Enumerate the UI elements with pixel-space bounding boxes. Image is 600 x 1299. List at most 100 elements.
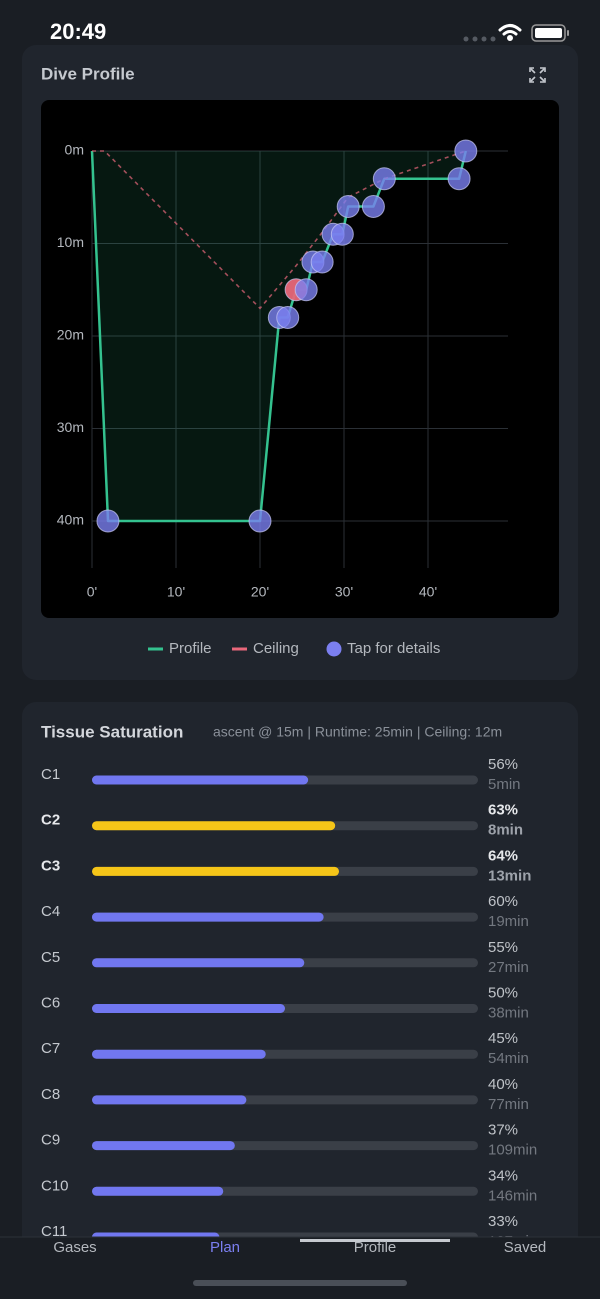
- saturation-label: 45%: [488, 1030, 518, 1047]
- tissue-card: [22, 702, 578, 1262]
- chart-area: [41, 100, 559, 618]
- profile-area: [92, 151, 466, 521]
- profile-point[interactable]: [294, 278, 318, 302]
- legend-swatch: [326, 641, 342, 657]
- expand-button[interactable]: [529, 67, 546, 83]
- status-dots: [463, 36, 496, 42]
- saturation-label: 40%: [488, 1076, 518, 1093]
- legend-label: Ceiling: [253, 640, 299, 657]
- compartment-label: C10: [41, 1177, 69, 1194]
- tissue-summary: ascent @ 15m | Runtime: 25min | Ceiling:…: [213, 724, 502, 740]
- saturation-bar: [92, 912, 324, 922]
- saturation-label: 33%: [488, 1213, 518, 1230]
- profile-point[interactable]: [447, 167, 471, 191]
- tissue-row: C2 63% 8min: [41, 802, 523, 839]
- compartment-label: C6: [41, 994, 60, 1011]
- card-title: Dive Profile: [41, 64, 135, 83]
- wifi-icon: [498, 24, 522, 41]
- half-time-label: 8min: [488, 822, 523, 839]
- x-tick-label: 10': [167, 584, 185, 600]
- saturation-bar: [92, 1141, 235, 1151]
- tissue-row: C4 60% 19min: [41, 893, 529, 930]
- x-tick-label: 30': [335, 584, 353, 600]
- tissue-row: C7 45% 54min: [41, 1030, 529, 1067]
- half-time-label: 27min: [488, 959, 529, 976]
- saturation-bar: [92, 958, 305, 968]
- profile-point[interactable]: [454, 139, 478, 163]
- compartment-label: C4: [41, 903, 60, 920]
- tab-label[interactable]: Plan: [210, 1239, 240, 1256]
- half-time-label: 19min: [488, 913, 529, 930]
- tab-label[interactable]: Saved: [504, 1239, 547, 1256]
- tissue-row: C1 56% 5min: [41, 756, 521, 793]
- y-tick-label: 10m: [57, 234, 84, 250]
- half-time-label: 146min: [488, 1187, 537, 1204]
- half-time-label: 5min: [488, 776, 521, 793]
- tab-indicator: [300, 1239, 450, 1242]
- y-tick-label: 30m: [57, 419, 84, 435]
- tissue-row: C9 37% 109min: [41, 1122, 537, 1159]
- profile-point[interactable]: [248, 509, 272, 533]
- y-tick-label: 0m: [65, 142, 84, 158]
- saturation-label: 50%: [488, 984, 518, 1001]
- x-tick-label: 0': [87, 584, 97, 600]
- profile-point[interactable]: [330, 222, 354, 246]
- legend-label: Tap for details: [347, 640, 440, 657]
- tab-label[interactable]: Gases: [53, 1239, 96, 1256]
- tabs: Gases Plan Profile Saved: [53, 1239, 546, 1256]
- profile-point[interactable]: [361, 195, 385, 218]
- saturation-label: 64%: [488, 847, 518, 864]
- y-tick-label: 20m: [57, 327, 84, 343]
- half-time-label: 77min: [488, 1096, 529, 1113]
- saturation-label: 55%: [488, 939, 518, 956]
- compartment-label: C5: [41, 949, 60, 966]
- tab-label[interactable]: Profile: [354, 1239, 397, 1256]
- x-tick-label: 40': [419, 584, 437, 600]
- saturation-label: 37%: [488, 1122, 518, 1139]
- dive-profile-chart: 0m 10m 20m 30m 40m 0' 10' 20' 30' 40' Profile Ceili…: [57, 139, 508, 657]
- compartment-label: C2: [41, 812, 60, 829]
- tissue-row: C6 50% 38min: [41, 984, 529, 1021]
- saturation-label: 34%: [488, 1167, 518, 1184]
- saturation-bar: [92, 1004, 285, 1013]
- tissue-row: C8 40% 77min: [41, 1076, 529, 1113]
- card-title: Tissue Saturation: [41, 722, 183, 741]
- profile-point[interactable]: [372, 167, 396, 191]
- saturation-bar: [92, 775, 309, 785]
- compartment-label: C8: [41, 1086, 60, 1103]
- profile-point[interactable]: [310, 250, 334, 274]
- half-time-label: 13min: [488, 867, 531, 884]
- half-time-label: 38min: [488, 1004, 529, 1021]
- saturation-bar: [92, 821, 336, 831]
- tissue-row: C5 55% 27min: [41, 939, 529, 976]
- battery-icon: [531, 24, 569, 42]
- half-time-label: 109min: [488, 1142, 537, 1159]
- saturation-bar: [92, 1049, 266, 1059]
- profile-point[interactable]: [96, 509, 120, 533]
- compartment-label: C11: [41, 1223, 67, 1240]
- saturation-bar: [92, 1095, 247, 1105]
- profile-point[interactable]: [336, 195, 360, 218]
- compartment-label: C3: [41, 857, 60, 874]
- x-tick-label: 20': [251, 584, 269, 600]
- tissue-row: C3 64% 13min: [41, 847, 531, 884]
- saturation-bar: [92, 866, 340, 876]
- saturation-label: 60%: [488, 893, 518, 910]
- tab-bar: [0, 1237, 600, 1299]
- home-indicator: [193, 1280, 407, 1286]
- saturation-label: 56%: [488, 756, 518, 773]
- tissue-rows: C1 56% 5min C2 63% 8min C3 64% 13min C4 60% 19min C5…: [41, 756, 537, 1250]
- compartment-label: C9: [41, 1132, 60, 1149]
- compartment-label: C1: [41, 766, 60, 783]
- half-time-label: 54min: [488, 1050, 529, 1067]
- profile-point[interactable]: [276, 306, 300, 329]
- status-time: 20:49: [50, 19, 106, 44]
- tissue-row: C10 34% 146min: [41, 1167, 537, 1204]
- legend-label: Profile: [169, 640, 212, 657]
- saturation-bar: [92, 1186, 224, 1196]
- saturation-label: 63%: [488, 802, 518, 819]
- compartment-label: C7: [41, 1040, 60, 1057]
- y-tick-label: 40m: [57, 512, 84, 528]
